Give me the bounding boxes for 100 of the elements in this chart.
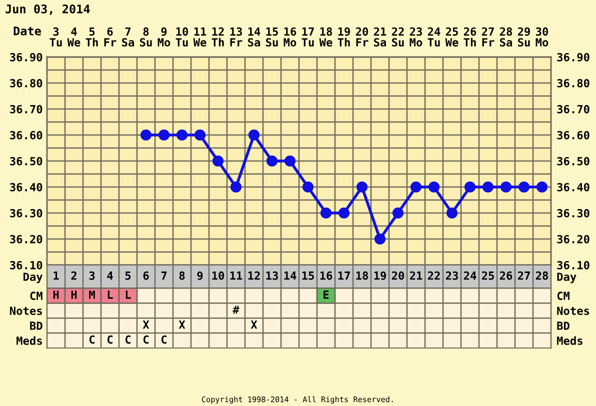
x-tick-label: 6 Fr [104,27,116,46]
x-tick-label: 4 We [67,28,80,47]
point [500,181,512,193]
point [374,233,386,245]
x-tick-label: 6 [143,271,149,280]
y-tick-label: 36.60 [10,130,42,140]
x-tick-label: 7 Sa [122,28,134,47]
y-tick-label: 36.20 [10,234,42,244]
text: X [142,320,150,329]
point [212,155,224,167]
point [518,181,530,193]
chart-title: Jun 03, 2014 [6,4,90,15]
x-tick-label: 9 Mo [158,27,170,47]
x-tick-label: 26 Th [464,27,476,46]
point [356,181,368,193]
x-tick-label: 2 [71,271,76,280]
x-tick-label: 24 [464,271,476,280]
y-tick-label: 36.70 [10,104,42,114]
point [410,181,422,193]
y-tick-label: Notes [10,306,42,315]
x-tick-label: 12 [248,271,260,280]
x-tick-label: 3 [89,271,95,280]
x-tick-label: 7 [161,272,167,280]
y-tick-label: Day [24,272,43,284]
x-tick-label: 17 [338,272,350,280]
x-tick-label: 28 Sa [500,27,512,47]
point [446,207,458,219]
x-tick-label: 18 We [319,27,332,47]
text: E [324,290,329,299]
y-tick-label: 36.40 [10,182,42,192]
y-tick-label: 36.80 [10,78,42,88]
y-tick-label: CM [30,292,42,300]
point [482,181,494,193]
y2-tick-label: 36.30 [557,208,590,218]
point [176,129,188,141]
x-tick-label: 14 [284,272,296,280]
point [338,207,350,219]
x-tick-label: 25 [482,271,494,280]
x-tick-label: 30 Mo [536,27,548,47]
x-tick-label: 21 Sa [374,27,386,47]
point [284,155,296,167]
point [194,129,206,141]
x-tick-label: 3 Tu [50,27,62,47]
y-tick-label: 36.10 [10,260,42,270]
x-tick-label: 15 Su [266,28,278,47]
y2-tick-label: CM [557,292,570,300]
x-tick-label: 13 Fr [230,27,242,46]
y2-tick-label: Day [557,272,576,284]
x-tick-label: 8 Su [140,27,152,47]
x-tick-label: 11 We [193,28,206,47]
y2-tick-label: 36.90 [557,52,590,62]
y2-tick-label: 36.60 [557,130,590,140]
point [230,181,242,193]
point [266,155,278,167]
x-tick-label: 10 Tu [176,27,188,47]
x-tick-label: 5 [125,272,131,280]
x-tick-label: 13 [266,271,278,280]
y2-tick-label: Notes [557,306,590,315]
x-tick-label: 1 [54,272,59,280]
y2-tick-label: 36.50 [557,156,590,166]
point [248,129,260,141]
point [392,207,404,219]
x-tick-label: 22 [428,271,440,280]
x-tick-label: 27 Fr [482,27,494,46]
x-tick-label: 4 [107,272,113,280]
x-tick-label: 17 Tu [302,28,314,47]
x-tick-label: 28 [536,271,548,280]
x-tick-label: 8 [179,271,185,280]
x-tick-label: 12 Th [212,27,224,46]
x-tick-label: 23 Mo [410,27,422,47]
point [464,181,476,193]
text: X [178,320,186,329]
y2-tick-label: BD [557,322,570,330]
x-tick-label: 5 Th [86,28,98,46]
y-tick-label: Meds [16,336,42,345]
y2-tick-label: 36.10 [557,260,590,270]
x-tick-label: 29 Su [518,27,530,47]
y-tick-label: 36.50 [10,156,42,166]
x-tick-label: 21 [410,271,422,280]
y2-tick-label: Meds [557,336,582,345]
point [158,129,170,141]
x-tick-label: 16 Mo [284,27,296,47]
x-tick-label: 27 [518,271,530,280]
text: X [250,320,258,329]
text: H [71,290,77,299]
text: L [108,290,113,299]
x-tick-label: 25 We [445,27,458,47]
text: M [89,290,95,299]
y-tick-label: 36.90 [10,52,42,62]
x-tick-label: 20 [392,271,404,280]
x-tick-label: 24 Tu [428,27,440,47]
x-tick-label: 23 [446,271,458,280]
x-tick-label: 15 [302,272,314,280]
text: C [161,335,167,344]
point [428,181,440,193]
point [302,181,314,193]
point [320,207,332,219]
x-tick-label: 11 [230,272,242,280]
point [536,181,548,193]
x-tick-label: 14 Sa [248,28,260,47]
